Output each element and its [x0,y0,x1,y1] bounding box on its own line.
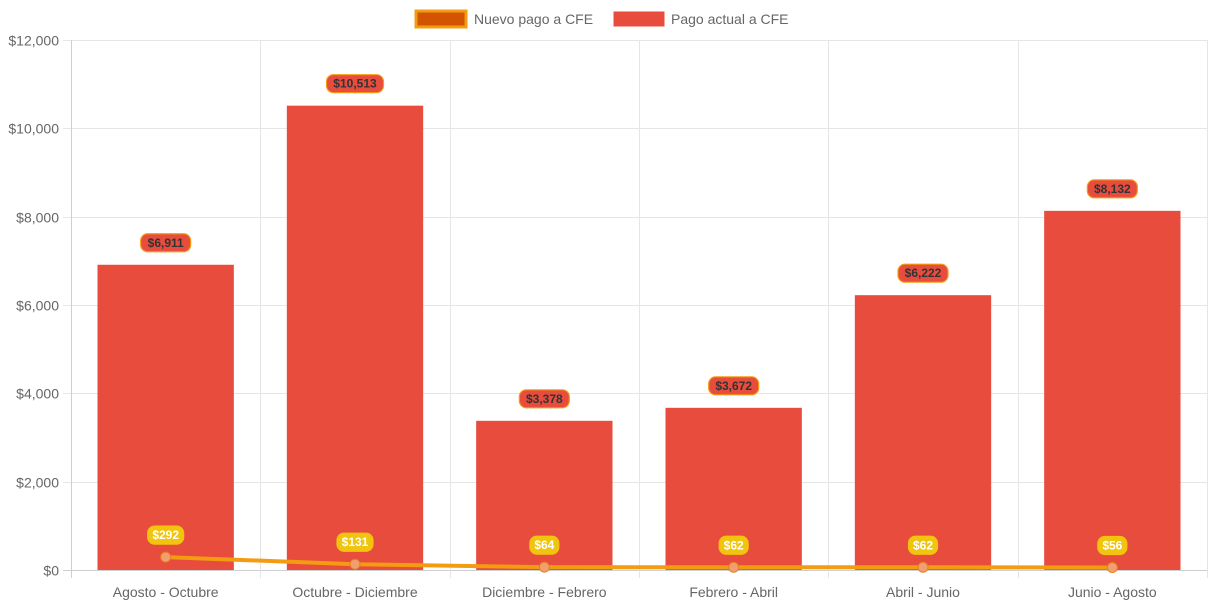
bar [286,105,424,570]
legend-item-pago-actual[interactable]: Pago actual a CFE [613,11,789,27]
bar-data-label-text: $6,222 [905,266,942,280]
x-tick-label: Febrero - Abril [689,584,778,600]
y-tick-label: $8,000 [16,210,59,226]
y-tick-label: $2,000 [16,475,59,491]
line-data-label-bg [336,532,374,552]
line-data-label: $56 [1097,535,1128,556]
bar-data-label: $10,513 [325,74,385,94]
line-data-label-text: $62 [724,538,744,552]
line-point [1106,562,1118,574]
legend-swatch-nuevo-pago [414,9,468,29]
bar-series [97,105,1181,570]
line-data-label: $131 [336,532,374,552]
line-data-label-bg [529,535,560,555]
line-data-label-bg [147,525,185,545]
line-data-label: $64 [529,535,560,555]
legend-label-pago-actual: Pago actual a CFE [671,11,789,27]
line-point [917,561,929,573]
legend: Nuevo pago a CFE Pago actual a CFE [414,9,789,29]
line-point [728,561,740,573]
x-tick-label: Octubre - Diciembre [292,584,417,600]
y-tick-label: $6,000 [16,298,59,314]
legend-label-nuevo-pago: Nuevo pago a CFE [474,11,593,27]
bar-data-label-text: $10,513 [333,77,377,91]
y-tick-label: $12,000 [8,33,59,49]
line-data-label: $62 [907,535,939,555]
bar-data-label: $8,132 [1086,179,1138,199]
bar-data-label-bg [518,389,570,409]
bar-data-label: $3,378 [518,389,570,409]
y-axis: $0 $2,000 $4,000 $6,000 $8,000 $10,000 $12,000 [8,33,59,579]
bar-data-label: $6,911 [140,233,192,253]
bar-data-label-bg [140,233,192,253]
line-data-label-text: $292 [152,528,179,542]
line-data-label-text: $56 [1102,539,1122,553]
line-data-label-text: $64 [534,538,554,552]
bar-data-label-text: $3,672 [715,379,752,393]
line-path [165,555,1113,570]
line-data-label-bg [907,535,939,555]
line-series [160,551,1118,574]
line-data-label-bg [718,535,749,555]
x-axis: Agosto - Octubre Octubre - Diciembre Dicie… [113,584,1157,600]
y-tick-label: $4,000 [16,386,59,402]
bar-data-label-bg [1086,179,1138,199]
line-point [160,551,172,563]
bar [854,295,992,570]
x-tick-label: Junio - Agosto [1068,584,1157,600]
bar-data-label-text: $6,911 [148,236,184,250]
bar-data-label-text: $3,378 [526,392,563,406]
line-point [349,558,361,570]
line-data-label: $292 [147,525,185,545]
line-data-label-bg [1097,535,1128,556]
bar-data-label-bg [708,376,760,396]
bar-data-label: $3,672 [708,376,760,396]
y-tick-label: $0 [43,563,59,579]
gridlines [63,40,1208,578]
line-data-label-text: $62 [913,538,933,552]
bar [1044,210,1181,570]
x-tick-label: Agosto - Octubre [113,584,219,600]
line-data-label-text: $131 [342,535,369,549]
legend-item-nuevo-pago[interactable]: Nuevo pago a CFE [414,9,593,29]
x-tick-label: Abril - Junio [886,584,960,600]
data-labels: $6,911 $10,513 $3,378 $3,672 $6,222 $8,132 $29… [140,74,1138,556]
bar-data-label-bg [897,263,949,283]
x-tick-label: Diciembre - Febrero [482,584,607,600]
bar-data-label-text: $8,132 [1094,182,1131,196]
bar-data-label: $6,222 [897,263,949,283]
line-data-label: $62 [718,535,749,555]
legend-swatch-pago-actual [613,11,665,27]
y-tick-label: $10,000 [8,121,59,137]
bar-data-label-bg [325,74,385,94]
bar [97,264,234,570]
line-point [538,561,550,573]
